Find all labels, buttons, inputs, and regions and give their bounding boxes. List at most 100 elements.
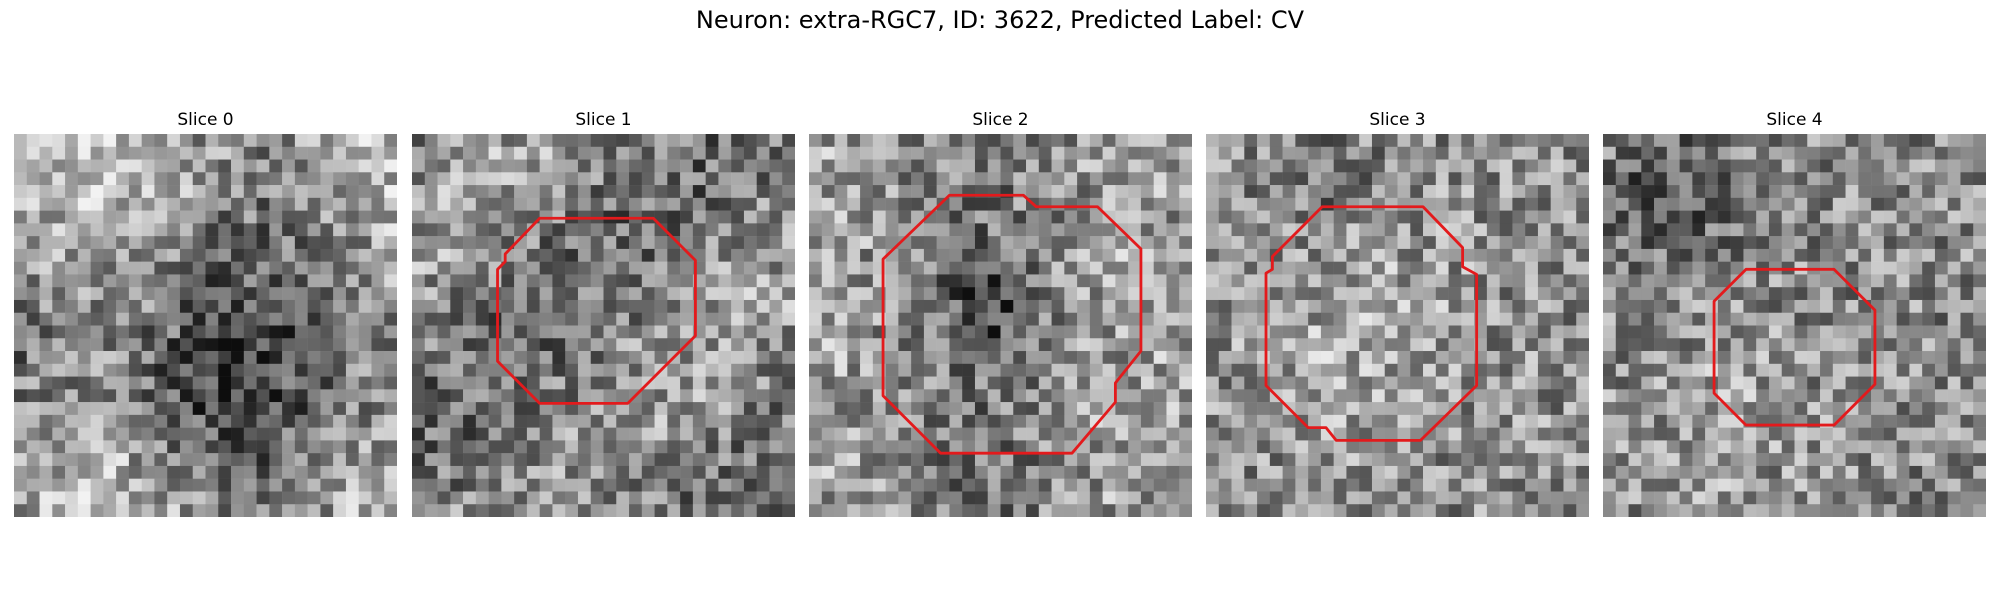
pixel-cell: [1730, 287, 1744, 301]
pixel-cell: [1883, 146, 1897, 160]
pixel-cell: [974, 172, 988, 186]
pixel-cell: [141, 440, 155, 454]
pixel-cell: [743, 299, 757, 313]
pixel-cell: [1871, 312, 1885, 326]
pixel-cell: [1486, 210, 1500, 224]
pixel-cell: [345, 261, 359, 275]
pixel-cell: [1064, 236, 1078, 250]
pixel-cell: [269, 402, 283, 416]
pixel-cell: [1000, 134, 1014, 148]
pixel-cell: [1603, 325, 1617, 339]
pixel-cell: [1231, 236, 1245, 250]
pixel-cell: [1359, 440, 1373, 454]
pixel-cell: [743, 491, 757, 505]
pixel-cell: [294, 299, 308, 313]
pixel-cell: [1768, 236, 1782, 250]
pixel-cell: [1244, 504, 1258, 517]
pixel-cell: [1244, 440, 1258, 454]
pixel-cell: [1295, 363, 1309, 377]
pixel-cell: [1435, 210, 1449, 224]
pixel-cell: [384, 134, 397, 148]
pixel-cell: [1960, 287, 1974, 301]
pixel-cell: [1666, 465, 1680, 479]
pixel-cell: [847, 185, 861, 199]
pixel-cell: [1934, 491, 1948, 505]
pixel-cell: [26, 236, 40, 250]
pixel-cell: [641, 172, 655, 186]
pixel-cell: [77, 134, 91, 148]
pixel-cell: [1153, 338, 1167, 352]
pixel-cell: [154, 159, 168, 173]
pixel-cell: [371, 325, 385, 339]
pixel-cell: [565, 338, 579, 352]
pixel-cell: [1435, 159, 1449, 173]
pixel-cell: [987, 427, 1001, 441]
pixel-cell: [718, 274, 732, 288]
pixel-cell: [1257, 248, 1271, 262]
pixel-cell: [77, 351, 91, 365]
pixel-cell: [718, 440, 732, 454]
pixel-cell: [705, 172, 719, 186]
pixel-cell: [154, 312, 168, 326]
pixel-cell: [1102, 248, 1116, 262]
pixel-cell: [692, 363, 706, 377]
pixel-cell: [1448, 453, 1462, 467]
pixel-cell: [1756, 299, 1770, 313]
pixel-cell: [1128, 465, 1142, 479]
pixel-cell: [333, 172, 347, 186]
pixel-cell: [1883, 159, 1897, 173]
pixel-cell: [307, 172, 321, 186]
pixel-cell: [1206, 248, 1220, 262]
pixel-cell: [282, 248, 296, 262]
pixel-cell: [1768, 427, 1782, 441]
pixel-cell: [949, 427, 963, 441]
pixel-cell: [1666, 338, 1680, 352]
pixel-cell: [603, 185, 617, 199]
pixel-cell: [1089, 491, 1103, 505]
pixel-cell: [128, 274, 142, 288]
pixel-cell: [1550, 453, 1564, 467]
pixel-cell: [1461, 223, 1475, 237]
pixel-cell: [667, 172, 681, 186]
pixel-cell: [1947, 351, 1961, 365]
pixel-cell: [1794, 491, 1808, 505]
pixel-cell: [1371, 274, 1385, 288]
pixel-cell: [1423, 134, 1437, 148]
pixel-cell: [577, 351, 591, 365]
pixel-cell: [1730, 172, 1744, 186]
pixel-cell: [1973, 440, 1986, 454]
pixel-cell: [1525, 478, 1539, 492]
pixel-cell: [539, 453, 553, 467]
pixel-cell: [1717, 363, 1731, 377]
pixel-cell: [488, 363, 502, 377]
pixel-cell: [1102, 299, 1116, 313]
pixel-cell: [424, 478, 438, 492]
pixel-cell: [1346, 261, 1360, 275]
pixel-cell: [1359, 261, 1373, 275]
pixel-cell: [1705, 299, 1719, 313]
pixel-cell: [231, 478, 245, 492]
pixel-cell: [205, 465, 219, 479]
pixel-cell: [1089, 274, 1103, 288]
pixel-cell: [294, 236, 308, 250]
pixel-cell: [1206, 274, 1220, 288]
pixel-cell: [1717, 453, 1731, 467]
pixel-cell: [1934, 172, 1948, 186]
pixel-cell: [1615, 236, 1629, 250]
pixel-cell: [424, 363, 438, 377]
pixel-cell: [1512, 402, 1526, 416]
pixel-cell: [1166, 363, 1180, 377]
pixel-cell: [1666, 504, 1680, 517]
pixel-cell: [1871, 159, 1885, 173]
pixel-cell: [345, 338, 359, 352]
pixel-cell: [1179, 363, 1192, 377]
pixel-cell: [1308, 351, 1322, 365]
pixel-cell: [1089, 134, 1103, 148]
pixel-cell: [1461, 274, 1475, 288]
pixel-cell: [743, 236, 757, 250]
pixel-cell: [463, 312, 477, 326]
pixel-cell: [1896, 185, 1910, 199]
pixel-cell: [205, 274, 219, 288]
pixel-cell: [629, 159, 643, 173]
pixel-cell: [501, 159, 515, 173]
